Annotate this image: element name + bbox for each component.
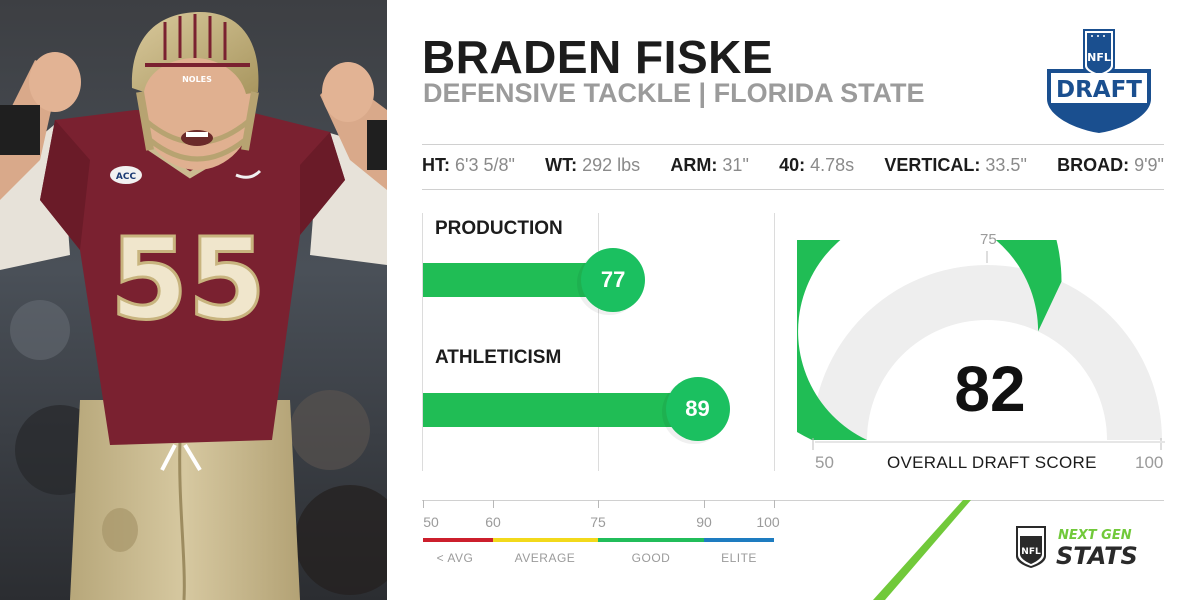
scale-tick bbox=[493, 500, 494, 508]
panel-divider bbox=[774, 213, 775, 471]
measurements-row: HT: 6'3 5/8" WT: 292 lbs ARM: 31" 40: 4.… bbox=[422, 155, 1164, 176]
scale-tick bbox=[704, 500, 705, 508]
measure-arm: ARM: 31" bbox=[670, 155, 749, 175]
measure-forty: 40: 4.78s bbox=[779, 155, 855, 175]
measure-vertical: VERTICAL: 33.5" bbox=[884, 155, 1027, 175]
gauge-max-label: 100 bbox=[1135, 453, 1164, 472]
scale-label-75: 75 bbox=[590, 514, 606, 530]
scale-category-elite: ELITE bbox=[721, 551, 757, 565]
gauge-track bbox=[812, 265, 1162, 440]
scale-segment-below-avg bbox=[423, 538, 493, 542]
scale-segment-elite bbox=[704, 538, 774, 542]
measure-weight: WT: 292 lbs bbox=[545, 155, 641, 175]
ngs-next-gen-text: NEXT GEN bbox=[1058, 528, 1132, 543]
player-name: BRADEN FISKE bbox=[422, 31, 774, 83]
scale-category-average: AVERAGE bbox=[514, 551, 576, 565]
nfl-draft-logo-nfl: NFL bbox=[1087, 51, 1111, 64]
helmet-text: NOLES bbox=[182, 75, 212, 84]
next-gen-stats-logo: NFL NEXT GEN STATS bbox=[1012, 522, 1162, 570]
jersey-number: 55 bbox=[110, 215, 266, 345]
scale-label-60: 60 bbox=[485, 514, 501, 530]
athleticism-score-badge: 89 bbox=[665, 377, 730, 441]
measure-height: HT: 6'3 5/8" bbox=[422, 155, 515, 175]
scale-segment-good bbox=[598, 538, 704, 542]
overall-score-value: 82 bbox=[954, 353, 1026, 425]
gauge-baseline bbox=[815, 441, 1165, 443]
gauge-min-label: 50 bbox=[815, 453, 834, 472]
bar-chart-75-line bbox=[598, 213, 599, 471]
scale-tick bbox=[598, 500, 599, 508]
divider bbox=[422, 500, 1164, 501]
production-label: PRODUCTION bbox=[435, 218, 563, 239]
scale-category-good: GOOD bbox=[631, 551, 671, 565]
divider bbox=[422, 144, 1164, 145]
scale-category-below-avg: < AVG bbox=[436, 551, 474, 565]
score-scale-legend: 50 60 75 90 100 < AVG AVERAGE GOOD ELITE bbox=[423, 500, 780, 570]
scale-label-50: 50 bbox=[423, 514, 439, 530]
scale-label-90: 90 bbox=[696, 514, 712, 530]
stat-card: BRADEN FISKE DEFENSIVE TACKLE | FLORIDA … bbox=[387, 0, 1200, 600]
scale-tick bbox=[423, 500, 424, 508]
gauge-marker-label: 75 bbox=[980, 231, 997, 248]
athleticism-label: ATHLETICISM bbox=[435, 347, 562, 368]
scale-segment-average bbox=[493, 538, 598, 542]
nfl-draft-logo: NFL DRAFT bbox=[1041, 27, 1157, 135]
scale-tick bbox=[774, 500, 775, 508]
jersey-patch: ACC bbox=[116, 172, 137, 182]
bar-chart-axis bbox=[422, 213, 423, 471]
decorative-stripe bbox=[867, 500, 1007, 600]
divider bbox=[422, 189, 1164, 190]
production-score-badge: 77 bbox=[581, 248, 646, 312]
player-photo: 55 ACC NOLES bbox=[0, 0, 387, 600]
player-position-school: DEFENSIVE TACKLE | FLORIDA STATE bbox=[423, 78, 925, 108]
ngs-nfl-text: NFL bbox=[1021, 547, 1041, 557]
scale-label-100: 100 bbox=[756, 514, 780, 530]
nfl-draft-logo-text: DRAFT bbox=[1056, 77, 1142, 103]
overall-score-label: OVERALL DRAFT SCORE bbox=[887, 453, 1097, 472]
measure-broad: BROAD: 9'9" bbox=[1057, 155, 1164, 175]
ngs-stats-text: STATS bbox=[1056, 542, 1138, 570]
athleticism-bar bbox=[423, 393, 698, 427]
